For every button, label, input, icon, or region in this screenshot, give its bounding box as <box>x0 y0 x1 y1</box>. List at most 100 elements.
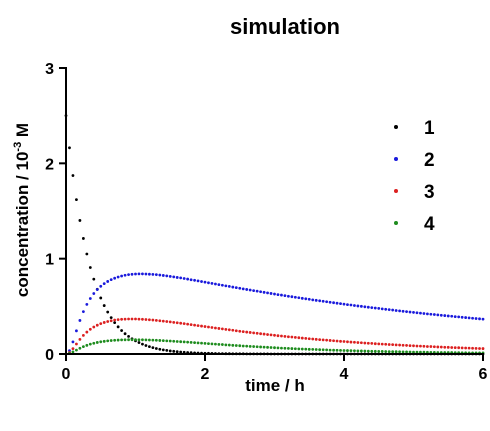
data-point <box>262 345 266 349</box>
data-point <box>311 337 315 341</box>
data-point <box>349 340 353 344</box>
data-point <box>415 344 419 348</box>
data-point <box>113 276 117 280</box>
data-point <box>349 349 353 353</box>
data-point <box>130 272 134 276</box>
data-point <box>154 347 158 350</box>
data-point <box>106 339 110 343</box>
data-point <box>116 318 120 322</box>
data-point <box>415 311 419 315</box>
data-point <box>186 277 190 281</box>
data-point <box>182 340 186 344</box>
data-point <box>419 344 422 348</box>
data-point <box>342 340 346 343</box>
data-point <box>203 325 207 328</box>
data-point <box>175 350 179 354</box>
data-point <box>234 344 238 347</box>
data-point <box>99 340 103 344</box>
data-point <box>283 346 287 350</box>
data-point <box>165 348 169 352</box>
data-point <box>325 300 329 304</box>
data-point <box>342 302 346 306</box>
data-point <box>266 345 269 349</box>
data-point <box>214 326 217 330</box>
data-point <box>210 281 214 285</box>
data-point <box>304 347 308 351</box>
data-point <box>220 343 224 346</box>
data-point <box>245 344 249 348</box>
data-point <box>81 310 85 314</box>
data-point <box>241 330 245 333</box>
data-point <box>88 266 92 269</box>
data-point <box>332 339 335 343</box>
y-axis-label-unit: M <box>13 123 32 142</box>
data-point <box>182 350 186 354</box>
data-point <box>293 347 297 351</box>
data-point <box>297 336 301 340</box>
data-point <box>460 346 464 350</box>
data-point <box>92 292 96 295</box>
data-point <box>391 350 395 354</box>
data-point <box>196 341 200 345</box>
data-point <box>151 318 155 322</box>
data-point <box>75 348 78 352</box>
data-point <box>95 323 99 327</box>
data-point <box>429 312 433 316</box>
data-point <box>318 348 322 352</box>
data-point <box>161 348 165 352</box>
data-point <box>443 314 447 317</box>
data-point <box>422 312 426 315</box>
data-point <box>335 301 339 305</box>
data-point <box>328 339 332 342</box>
data-point <box>168 320 172 324</box>
data-point <box>262 290 266 294</box>
data-point <box>464 316 468 319</box>
data-point <box>109 319 113 323</box>
data-point <box>210 342 214 346</box>
data-point <box>408 350 412 354</box>
data-point <box>377 307 381 310</box>
data-point <box>314 298 318 302</box>
data-point <box>439 313 443 317</box>
data-point <box>419 350 422 354</box>
legend-marker <box>394 221 398 225</box>
data-point <box>158 319 162 323</box>
data-point <box>422 350 426 354</box>
data-point <box>457 346 461 350</box>
data-point <box>148 345 151 349</box>
series-2 <box>64 272 485 356</box>
data-point <box>276 334 280 338</box>
data-point <box>81 345 85 349</box>
data-point <box>419 311 422 315</box>
data-point <box>297 296 301 300</box>
data-point <box>346 349 349 352</box>
data-point <box>467 316 471 320</box>
data-point <box>161 274 165 277</box>
data-point <box>102 339 106 343</box>
data-point <box>158 347 162 351</box>
data-point <box>255 289 259 293</box>
data-point <box>405 310 408 314</box>
data-point <box>453 346 457 350</box>
data-point <box>328 348 332 352</box>
data-point <box>339 348 342 352</box>
data-point <box>248 331 252 334</box>
data-point <box>109 316 113 320</box>
data-point <box>120 274 123 278</box>
data-point <box>304 297 308 301</box>
data-point <box>71 340 75 344</box>
data-point <box>116 338 120 342</box>
data-point <box>387 308 391 312</box>
data-point <box>335 348 339 352</box>
data-point <box>293 295 297 299</box>
data-point <box>474 346 478 350</box>
data-point <box>412 350 415 354</box>
data-point <box>123 332 127 336</box>
data-point <box>335 339 339 343</box>
data-point <box>141 317 144 321</box>
legend-marker <box>394 157 398 161</box>
data-point <box>353 340 356 344</box>
data-point <box>339 339 342 343</box>
data-point <box>290 335 294 339</box>
data-point <box>405 344 408 347</box>
